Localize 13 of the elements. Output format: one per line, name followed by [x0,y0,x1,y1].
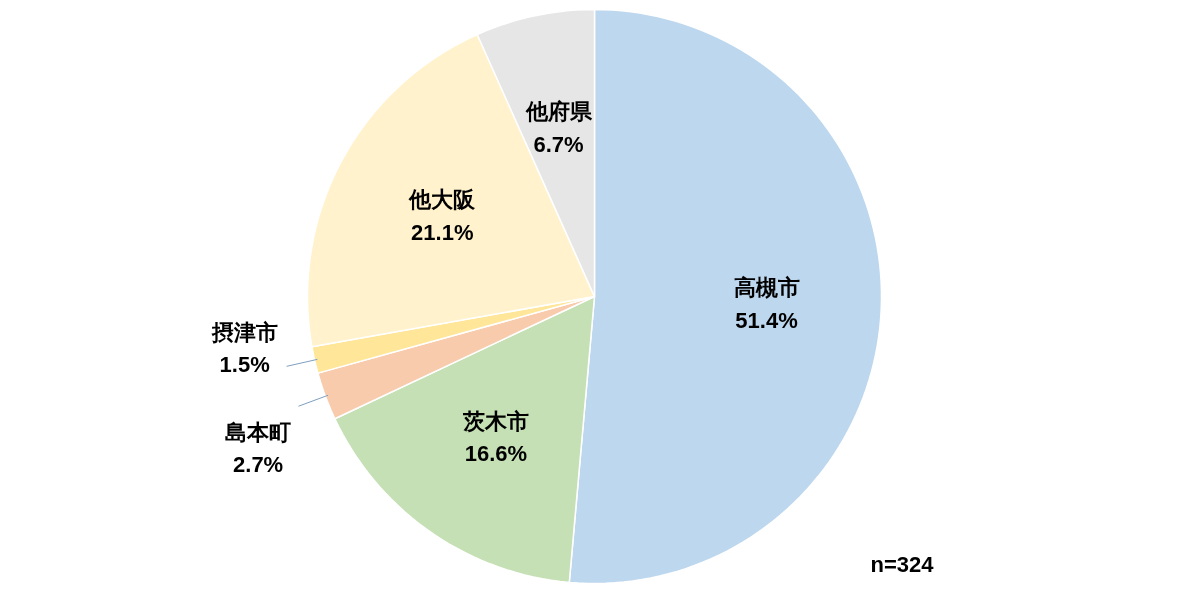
slice-label: 島本町 [225,419,292,445]
data-label: 1.5% [219,352,270,378]
slice-label: 茨木市 [461,408,529,434]
data-label: 51.4% [735,307,798,333]
text: n=324 [870,552,935,577]
data-label: 2.7% [233,452,284,478]
slice-label: 摂津市 [210,319,278,345]
data-label: 6.7% [533,131,584,157]
data-label: 16.6% [464,441,528,467]
slice-label: 高槻市 [733,275,800,301]
data-label: 21.1% [411,219,474,245]
slice-label: 他大阪 [408,187,477,213]
slice-label: 他府県 [524,99,593,125]
